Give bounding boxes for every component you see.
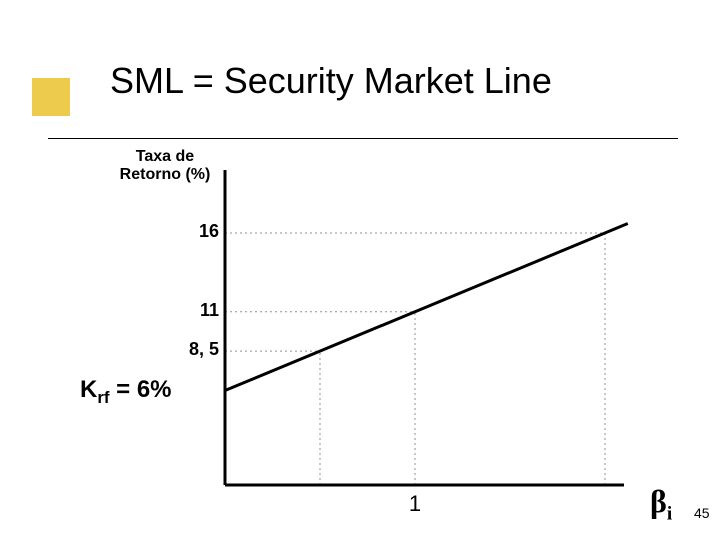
sml-chart bbox=[0, 0, 720, 540]
x-tick-1: 1 bbox=[400, 491, 430, 517]
page-number: 45 bbox=[694, 505, 710, 521]
x-axis-label: βi bbox=[650, 483, 672, 525]
beta-symbol: β bbox=[650, 483, 667, 519]
beta-sub: i bbox=[667, 503, 672, 524]
